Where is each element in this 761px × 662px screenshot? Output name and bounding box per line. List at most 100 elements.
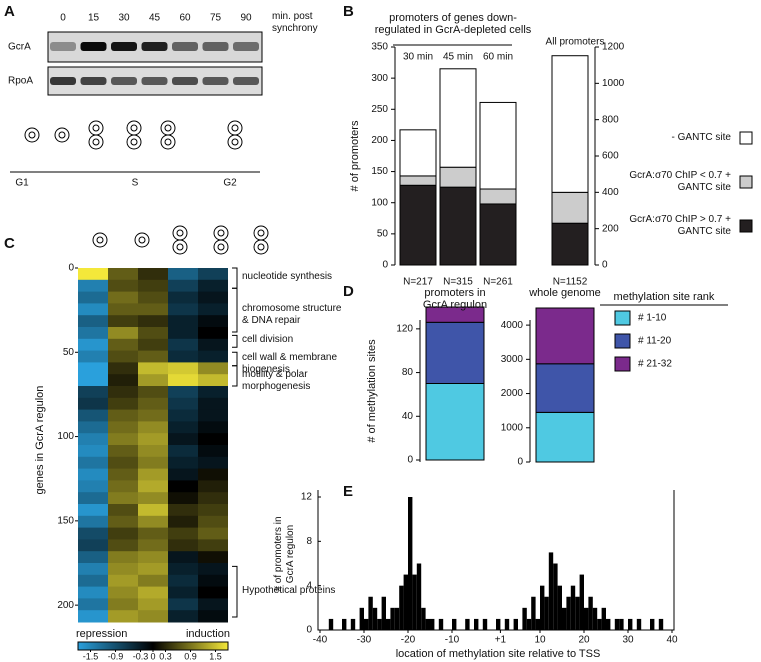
heatmap-cell (138, 551, 168, 564)
cell-icon (213, 225, 229, 241)
cell-icon (227, 120, 243, 136)
heatmap-cell (168, 610, 198, 623)
histogram-bar (342, 618, 347, 630)
histogram-bar (425, 618, 430, 630)
heatmap-cell (108, 598, 138, 611)
heatmap-cell (78, 268, 108, 281)
legend-label: # 1-10 (638, 313, 667, 324)
heatmap-cell (138, 397, 168, 411)
heatmap-cell (198, 374, 228, 387)
group-label: cell division (242, 334, 294, 346)
group-label: nucleotide synthesis (242, 271, 333, 283)
heatmap-cell (198, 610, 228, 623)
cell-icon (253, 239, 269, 255)
heatmap-cell (78, 291, 108, 304)
histogram-bar (614, 618, 620, 630)
cell-icon (126, 120, 142, 136)
heatmap-cell (138, 279, 168, 293)
cell-icon (54, 127, 70, 143)
heatmap-cell (138, 539, 168, 552)
band (111, 42, 137, 51)
band (233, 77, 259, 85)
group-bracket (232, 267, 238, 289)
heatmap-cell (198, 468, 228, 481)
heatmap-cell (108, 527, 138, 540)
y-tick-label: 100 (57, 431, 74, 442)
group-label: motility & polar morphogenesis (242, 368, 311, 392)
heatmap-cell (168, 397, 198, 411)
heatmap-cell (198, 315, 228, 328)
heatmap-cell (168, 421, 198, 434)
histogram-bar (368, 596, 373, 630)
phase-label: S (132, 178, 139, 189)
cell-icon (227, 134, 243, 150)
heatmap-cell (138, 515, 168, 529)
bar-segment (479, 101, 517, 190)
cell-icon (164, 124, 172, 132)
y-tick-label: 250 (371, 104, 388, 115)
cell-icon (130, 138, 138, 146)
cell-icon (257, 243, 265, 251)
heatmap-cell (138, 268, 168, 281)
cell-icon (126, 134, 142, 150)
colorbar-tick-label: -0.9 (108, 651, 124, 661)
group-bracket (232, 287, 238, 333)
heatmap-cell (138, 409, 168, 422)
y-tick-label: 100 (371, 197, 388, 208)
x-tick-label: All promoters (546, 37, 605, 48)
cell-icon (253, 225, 269, 241)
heatmap-cell (138, 315, 168, 328)
heatmap-cell (168, 362, 198, 375)
heatmap-cell (198, 386, 228, 399)
y-tick-label: 40 (402, 411, 414, 422)
group-bracket (232, 365, 238, 387)
heatmap-cell (168, 574, 198, 588)
histogram-bar (328, 618, 334, 630)
heatmap-cell (168, 386, 198, 399)
legend-swatch (739, 131, 753, 145)
histogram-bar (522, 607, 527, 630)
heatmap-cell (168, 433, 198, 446)
group-label: chromosome structure & DNA repair (242, 303, 342, 327)
heatmap-cell (78, 409, 108, 422)
heatmap-cell (138, 586, 168, 599)
y-tick-label: 150 (57, 515, 74, 526)
time-unit: min. post synchrony (272, 11, 318, 34)
y-axis-label: genes in GcrA regulon (34, 385, 46, 495)
histogram-bar (430, 618, 435, 630)
bar-segment (425, 383, 485, 461)
heatmap-cell (78, 504, 108, 517)
heatmap-cell (138, 445, 168, 458)
band (50, 42, 76, 51)
heatmap-cell (138, 480, 168, 493)
heatmap-cell (78, 327, 108, 340)
heatmap-cell (198, 539, 228, 552)
heatmap-cell (198, 291, 228, 304)
heatmap-cell (108, 504, 138, 517)
heatmap-cell (138, 362, 168, 375)
legend-label: GcrA:σ70 ChIP < 0.7 + GANTC site (629, 170, 731, 193)
band (202, 42, 229, 51)
y-tick-label: 4000 (501, 320, 524, 331)
cell-icon (92, 232, 108, 248)
group-label: cell wall & membrane biogenesis (242, 352, 338, 376)
y-tick-label: 300 (371, 73, 388, 84)
histogram-bar (412, 574, 417, 630)
heatmap-cell (198, 504, 228, 517)
heatmap-cell (108, 279, 138, 293)
heatmap-cell (108, 268, 138, 281)
x-tick-label: 40 (666, 635, 678, 646)
heatmap-cell (168, 456, 198, 470)
heatmap-cell (198, 338, 228, 352)
heatmap-cell (138, 303, 168, 316)
band (202, 77, 229, 85)
legend-label: # 11-20 (638, 336, 672, 347)
histogram-bar (628, 618, 633, 630)
heatmap-cell (138, 610, 168, 623)
histogram-bar (566, 596, 571, 630)
histogram-bar (496, 618, 501, 630)
heatmap-cell (138, 350, 168, 363)
heatmap-cell (168, 338, 198, 352)
y2-tick-label: 600 (602, 151, 619, 162)
cell-icon (172, 225, 188, 241)
